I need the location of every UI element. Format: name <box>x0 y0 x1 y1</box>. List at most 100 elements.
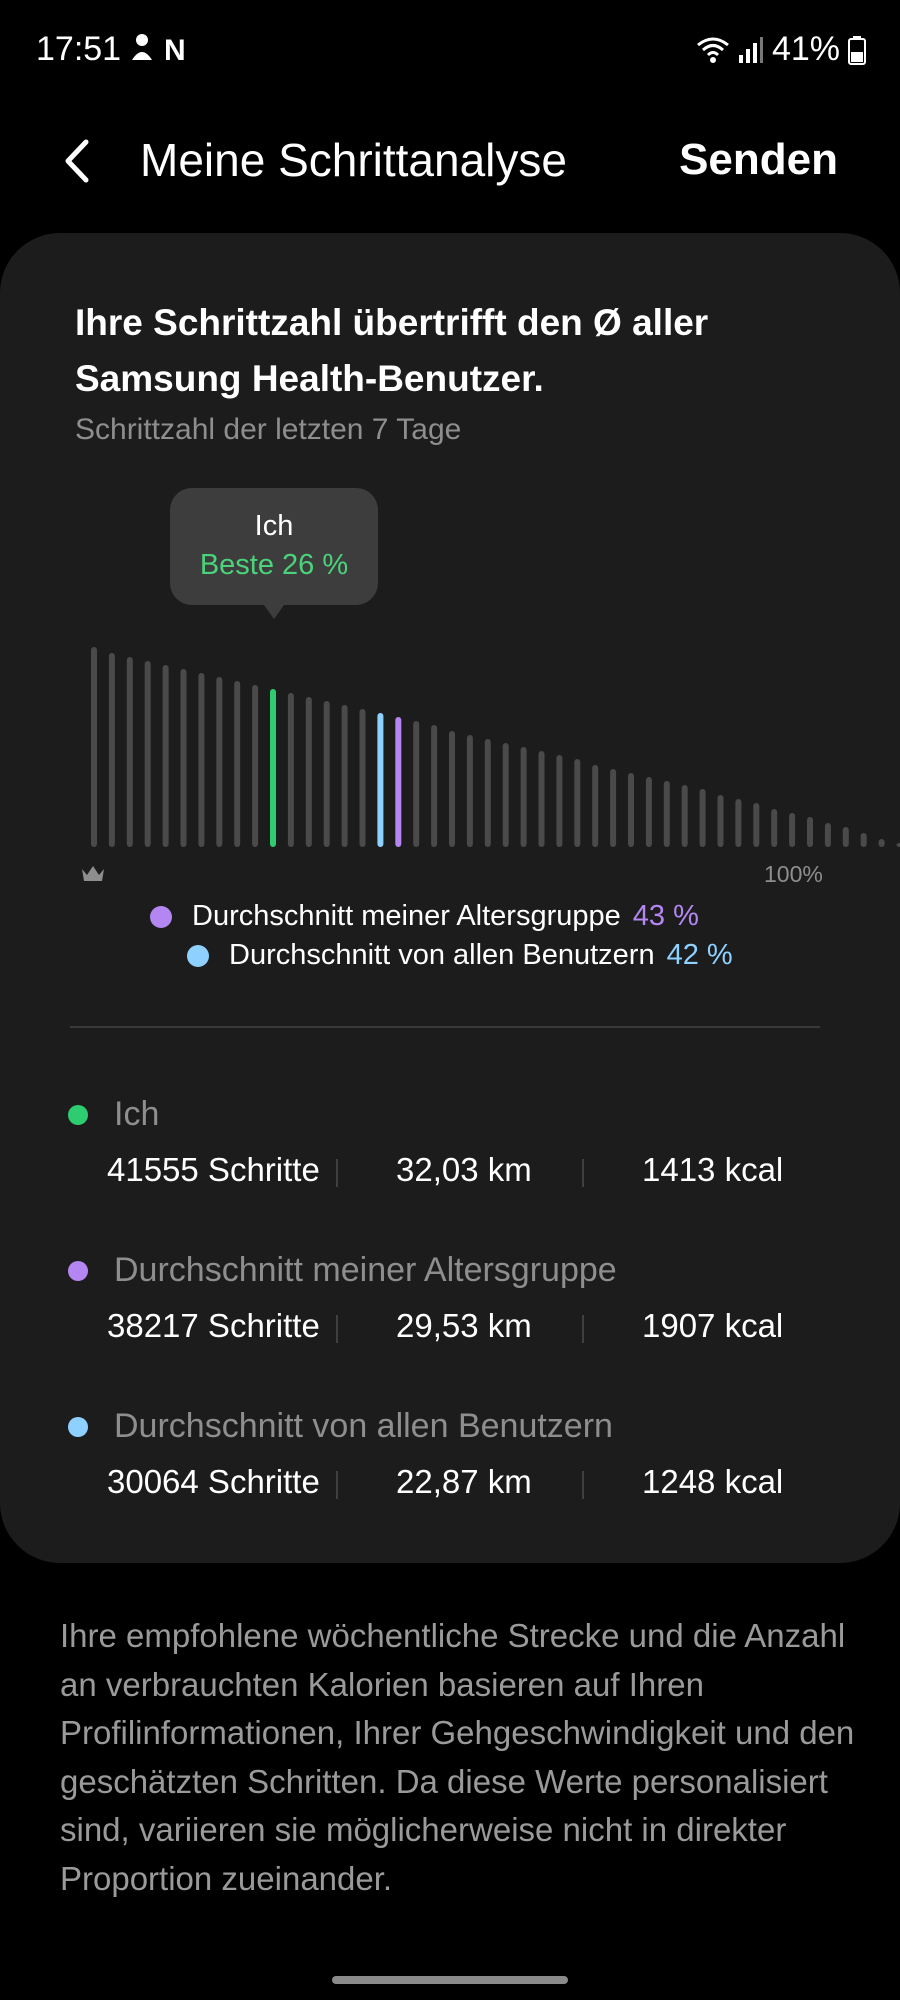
chart-bar <box>807 817 813 847</box>
chart-bar <box>681 785 688 847</box>
battery-percent: 41% <box>771 30 840 68</box>
tooltip-value: Beste 26 % <box>199 549 349 581</box>
stat-separator <box>582 1471 584 1499</box>
chart-bar <box>484 739 491 847</box>
chart-bar <box>860 833 867 847</box>
distribution-chart <box>91 647 900 847</box>
status-bar: 17:51 N 41% <box>0 0 900 100</box>
chart-bar <box>466 735 473 847</box>
app-header: Meine Schrittanalyse Senden <box>0 100 900 230</box>
stat-distance: 32,03 km <box>396 1151 532 1188</box>
legend-label: Durchschnitt von allen Benutzern <box>229 939 655 971</box>
stat-label: Ich <box>114 1095 160 1133</box>
send-button[interactable]: Senden <box>679 135 838 184</box>
chart-bar <box>431 725 438 847</box>
chart-bar <box>538 751 545 847</box>
summary-subtitle: Schrittzahl der letzten 7 Tage <box>75 413 462 446</box>
chart-bar <box>449 731 455 847</box>
chart-bar <box>699 789 706 847</box>
chart-bar <box>108 653 115 847</box>
stat-age-group: Durchschnitt meiner Altersgruppe 38217 S… <box>0 1251 900 1371</box>
chart-bar <box>126 657 133 847</box>
stat-header: Durchschnitt von allen Benutzern <box>68 1407 613 1446</box>
chart-bar <box>180 669 187 847</box>
stat-all-users: Durchschnitt von allen Benutzern 30064 S… <box>0 1407 900 1527</box>
notification-icon: N <box>132 34 186 67</box>
notification-icons: N <box>128 30 188 69</box>
chart-bar-all-users <box>377 713 384 847</box>
divider <box>70 1026 820 1028</box>
chart-bar <box>91 647 97 847</box>
stat-dot <box>68 1416 88 1437</box>
chart-bar <box>735 799 742 847</box>
stat-calories: 1248 kcal <box>642 1463 784 1500</box>
chart-bar <box>771 809 778 847</box>
chart-bar <box>878 839 885 847</box>
battery-icon <box>848 35 866 65</box>
chart-bar <box>323 701 330 847</box>
back-button[interactable] <box>56 120 116 200</box>
chart-bar <box>413 721 420 847</box>
chart-bar-age-group <box>395 717 402 847</box>
chart-bar <box>520 747 527 847</box>
legend-value: 43 % <box>632 900 699 932</box>
stat-steps: 38217 Schritte <box>107 1307 320 1344</box>
axis-end-label: 100% <box>764 861 823 887</box>
svg-text:N: N <box>164 34 186 64</box>
stat-calories: 1907 kcal <box>642 1307 784 1344</box>
status-time: 17:51 <box>36 30 122 68</box>
legend-value: 42 % <box>666 939 733 971</box>
chart-bar <box>305 697 312 847</box>
stat-separator <box>582 1159 584 1187</box>
stat-dot <box>68 1260 88 1281</box>
tooltip-title: Ich <box>254 510 294 542</box>
stat-separator <box>336 1159 338 1187</box>
stat-separator <box>582 1315 584 1343</box>
chart-bar <box>162 665 169 847</box>
chart-bar <box>824 823 831 847</box>
crown-icon <box>82 866 104 881</box>
wifi-icon <box>697 37 729 63</box>
stat-distance: 29,53 km <box>396 1307 532 1344</box>
chart-tooltip: Ich Beste 26 % <box>170 488 378 619</box>
chart-bar <box>556 755 563 847</box>
chart-bar <box>234 681 241 847</box>
chart-bar <box>359 709 366 847</box>
chart-bar <box>198 673 205 847</box>
chart-bar <box>287 693 294 847</box>
stat-distance: 22,87 km <box>396 1463 532 1500</box>
chart-bar <box>717 795 724 847</box>
home-indicator[interactable] <box>332 1976 568 1984</box>
stat-header: Ich <box>68 1095 159 1134</box>
chart-bar <box>645 777 652 847</box>
legend-label: Durchschnitt meiner Altersgruppe <box>192 900 621 932</box>
disclaimer-text: Ihre empfohlene wöchentliche Strecke und… <box>60 1617 855 1897</box>
legend-all-users: Durchschnitt von allen Benutzern 42 % <box>187 939 733 972</box>
stat-separator <box>336 1315 338 1343</box>
stat-label: Durchschnitt meiner Altersgruppe <box>114 1251 617 1289</box>
chart-bar <box>592 765 599 847</box>
chart-bar-me <box>270 689 276 847</box>
stat-steps: 41555 Schritte <box>107 1151 320 1188</box>
stat-dot <box>68 1104 88 1125</box>
chart-bar <box>753 803 760 847</box>
stat-calories: 1413 kcal <box>642 1151 784 1188</box>
chart-bar <box>663 781 670 847</box>
chart-bar <box>789 813 796 847</box>
chart-bar <box>628 773 634 847</box>
chart-bar <box>341 705 348 847</box>
stat-separator <box>336 1471 338 1499</box>
chevron-left-icon <box>65 139 89 183</box>
stat-steps: 30064 Schritte <box>107 1463 320 1500</box>
chart-bar <box>610 769 617 847</box>
chart-bar <box>502 743 509 847</box>
stat-me: Ich 41555 Schritte 32,03 km 1413 kcal <box>0 1095 900 1215</box>
chart-bar <box>574 759 581 847</box>
chart-bar <box>896 843 900 847</box>
chart-bar <box>216 677 223 847</box>
summary-headline: Ihre Schrittzahl übertrifft den Ø aller … <box>75 302 709 399</box>
legend-dot-all-users <box>187 944 209 967</box>
stat-header: Durchschnitt meiner Altersgruppe <box>68 1251 617 1290</box>
status-right: 41% <box>696 30 866 69</box>
stat-label: Durchschnitt von allen Benutzern <box>114 1407 613 1445</box>
